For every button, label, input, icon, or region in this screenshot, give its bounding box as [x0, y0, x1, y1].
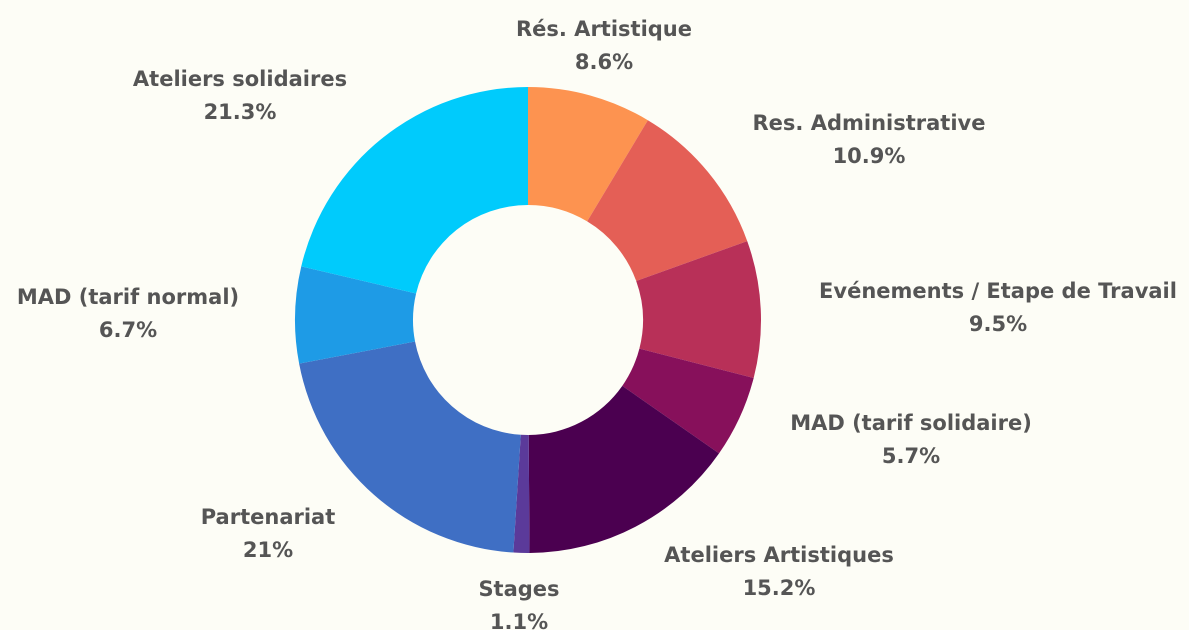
slice-value-label: 10.9% [833, 144, 906, 168]
donut-slice [587, 120, 748, 282]
slice-value-label: 8.6% [575, 50, 633, 74]
slice-label: Partenariat [201, 505, 336, 529]
donut-slice [299, 341, 521, 553]
donut-slice [528, 385, 720, 553]
slice-value-label: 15.2% [743, 576, 816, 600]
slice-label: Rés. Artistique [516, 17, 692, 41]
slice-value-label: 21% [243, 538, 293, 562]
slice-value-label: 1.1% [490, 610, 548, 630]
donut-slice [528, 87, 648, 222]
slice-label: Evénements / Etape de Travail [819, 279, 1177, 303]
slice-label: MAD (tarif normal) [17, 285, 239, 309]
donut-slice [301, 87, 528, 294]
donut-slice [622, 348, 754, 454]
slice-value-label: 5.7% [882, 444, 940, 468]
slice-value-label: 6.7% [99, 318, 157, 342]
slice-label: Ateliers Artistiques [664, 543, 894, 567]
slice-value-label: 9.5% [969, 312, 1027, 336]
donut-slice [294, 266, 417, 364]
donut-slice [513, 434, 530, 553]
donut-slice [636, 241, 761, 378]
slice-label: Ateliers solidaires [133, 67, 347, 91]
slice-label: Res. Administrative [753, 111, 986, 135]
slice-label: MAD (tarif solidaire) [790, 411, 1032, 435]
slice-value-label: 21.3% [204, 100, 277, 124]
slice-label: Stages [478, 577, 559, 601]
